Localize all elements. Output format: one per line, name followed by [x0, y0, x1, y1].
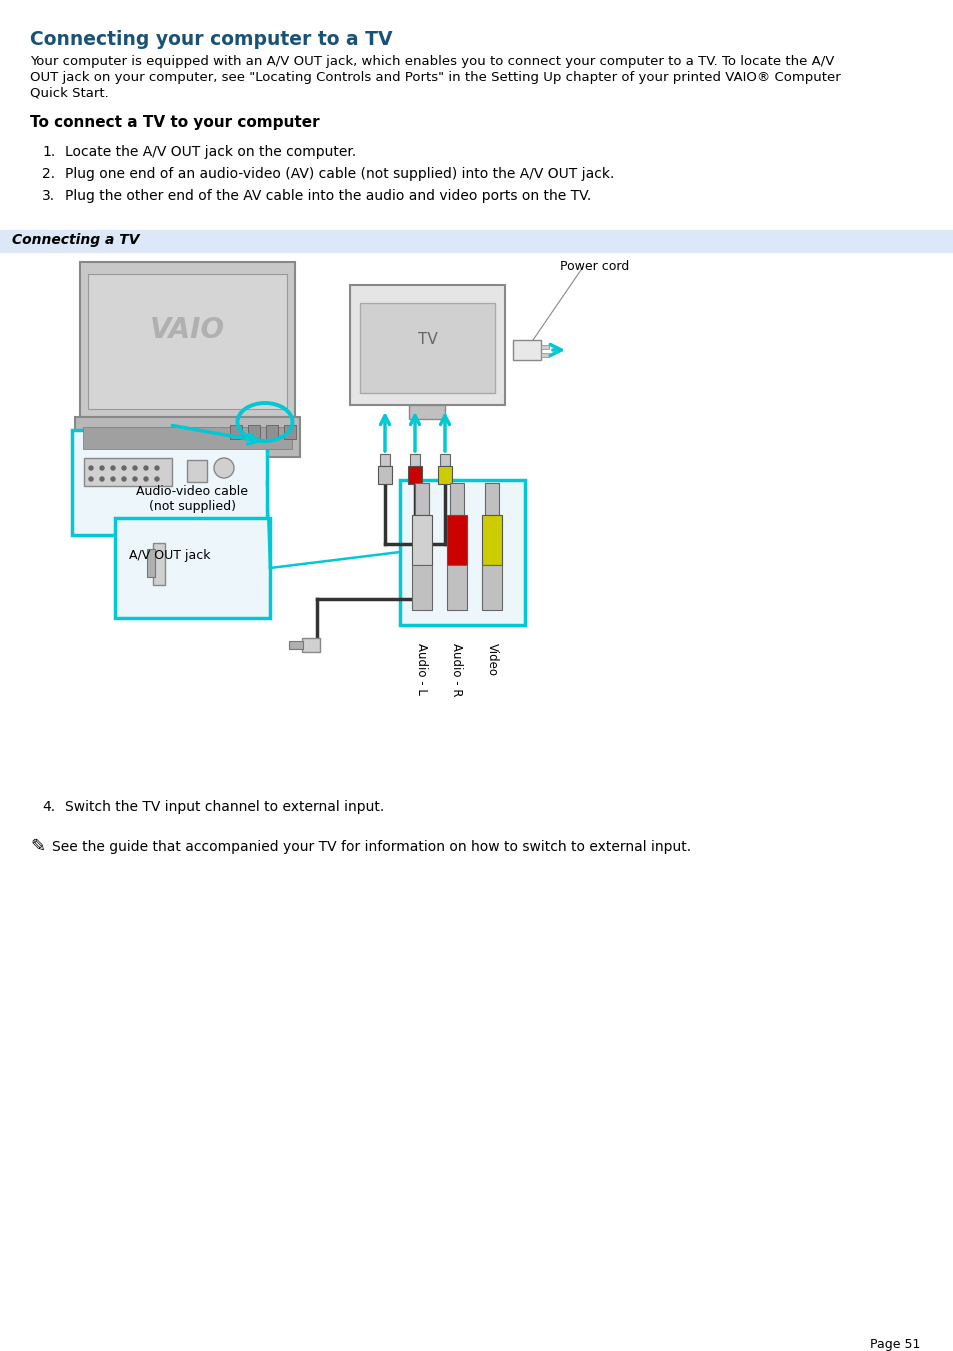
- Text: Locate the A/V OUT jack on the computer.: Locate the A/V OUT jack on the computer.: [65, 145, 355, 159]
- Bar: [399, 480, 524, 626]
- Text: OUT jack on your computer, see "Locating Controls and Ports" in the Setting Up c: OUT jack on your computer, see "Locating…: [30, 72, 840, 84]
- Bar: [379, 454, 390, 466]
- Text: TV: TV: [417, 332, 436, 347]
- Bar: [540, 353, 548, 357]
- Bar: [377, 466, 392, 484]
- Bar: [484, 484, 498, 515]
- Text: VAIO: VAIO: [150, 316, 225, 343]
- Bar: [75, 417, 299, 457]
- Circle shape: [122, 477, 126, 481]
- Bar: [88, 274, 287, 409]
- Circle shape: [144, 466, 148, 470]
- Bar: [84, 458, 172, 486]
- Bar: [513, 340, 540, 359]
- Text: Audio - R: Audio - R: [450, 643, 463, 697]
- Bar: [115, 517, 270, 617]
- Bar: [447, 515, 467, 565]
- Bar: [450, 484, 463, 515]
- Text: Plug the other end of the AV cable into the audio and video ports on the TV.: Plug the other end of the AV cable into …: [65, 189, 591, 203]
- Bar: [83, 427, 292, 449]
- Text: Audio-video cable
(not supplied): Audio-video cable (not supplied): [136, 485, 248, 513]
- Circle shape: [89, 466, 92, 470]
- Bar: [187, 459, 207, 482]
- Text: Quick Start.: Quick Start.: [30, 86, 109, 100]
- Bar: [410, 454, 419, 466]
- Text: Video: Video: [485, 643, 498, 676]
- Bar: [147, 549, 154, 577]
- Circle shape: [89, 477, 92, 481]
- Text: To connect a TV to your computer: To connect a TV to your computer: [30, 115, 319, 130]
- Text: Switch the TV input channel to external input.: Switch the TV input channel to external …: [65, 800, 384, 815]
- Bar: [0, 230, 953, 253]
- Bar: [152, 543, 165, 585]
- Bar: [284, 426, 295, 439]
- Circle shape: [144, 477, 148, 481]
- Bar: [289, 640, 303, 648]
- Bar: [302, 638, 319, 653]
- Circle shape: [132, 477, 137, 481]
- Circle shape: [111, 466, 115, 470]
- Bar: [359, 303, 495, 393]
- Text: 2.: 2.: [42, 168, 55, 181]
- Bar: [437, 466, 452, 484]
- Bar: [408, 466, 421, 484]
- Bar: [481, 565, 501, 611]
- Text: Audio - L: Audio - L: [416, 643, 428, 694]
- Text: Your computer is equipped with an A/V OUT jack, which enables you to connect you: Your computer is equipped with an A/V OU…: [30, 55, 834, 68]
- Circle shape: [100, 477, 104, 481]
- Bar: [248, 426, 260, 439]
- Bar: [230, 426, 242, 439]
- Text: 4.: 4.: [42, 800, 55, 815]
- Text: Plug one end of an audio-video (AV) cable (not supplied) into the A/V OUT jack.: Plug one end of an audio-video (AV) cabl…: [65, 168, 614, 181]
- Text: A/V OUT jack: A/V OUT jack: [129, 549, 210, 562]
- Bar: [80, 262, 294, 417]
- Bar: [439, 454, 450, 466]
- Bar: [540, 345, 548, 349]
- Bar: [415, 484, 429, 515]
- Text: 3.: 3.: [42, 189, 55, 203]
- Text: 1.: 1.: [42, 145, 55, 159]
- Text: Page 51: Page 51: [869, 1337, 919, 1351]
- Bar: [409, 405, 444, 419]
- Text: Connecting a TV: Connecting a TV: [12, 232, 139, 247]
- Text: ✎: ✎: [30, 838, 45, 857]
- Circle shape: [154, 466, 159, 470]
- Circle shape: [154, 477, 159, 481]
- Circle shape: [111, 477, 115, 481]
- Text: See the guide that accompanied your TV for information on how to switch to exter: See the guide that accompanied your TV f…: [52, 840, 690, 854]
- Bar: [447, 565, 467, 611]
- Text: Connecting your computer to a TV: Connecting your computer to a TV: [30, 30, 392, 49]
- Text: Power cord: Power cord: [559, 259, 629, 273]
- Circle shape: [122, 466, 126, 470]
- Circle shape: [132, 466, 137, 470]
- Bar: [71, 430, 267, 535]
- Circle shape: [213, 458, 233, 478]
- Bar: [412, 515, 432, 565]
- Circle shape: [100, 466, 104, 470]
- Bar: [266, 426, 277, 439]
- Bar: [350, 285, 504, 405]
- Bar: [412, 565, 432, 611]
- Bar: [481, 515, 501, 565]
